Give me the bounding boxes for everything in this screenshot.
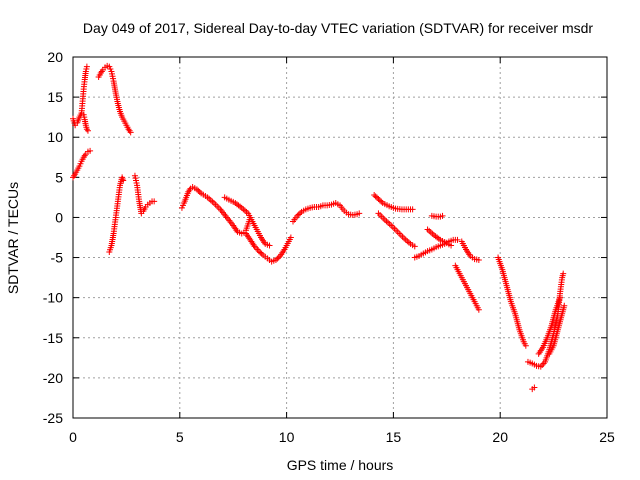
data-series-arc-P bbox=[452, 262, 482, 313]
data-series-arc-Q bbox=[458, 238, 482, 263]
data-series-arc-H bbox=[221, 194, 273, 249]
y-axis-label: SDTVAR / TECUs bbox=[5, 182, 21, 294]
x-axis-label: GPS time / hours bbox=[287, 457, 394, 473]
data-series-arc-F bbox=[131, 172, 158, 217]
data-point bbox=[255, 248, 262, 255]
y-tick-label: -25 bbox=[43, 410, 63, 426]
x-tick-label: 25 bbox=[599, 429, 615, 445]
data-point bbox=[448, 242, 455, 249]
data-series-arc-E bbox=[106, 174, 127, 255]
data-point bbox=[375, 195, 382, 202]
data-point bbox=[294, 212, 301, 219]
data-point bbox=[297, 210, 304, 217]
data-point bbox=[376, 197, 383, 204]
data-point bbox=[195, 187, 202, 194]
data-point bbox=[560, 270, 567, 277]
data-point bbox=[274, 255, 281, 262]
data-series-arc-I bbox=[243, 230, 294, 265]
grid-layer bbox=[73, 57, 607, 418]
y-tick-label: -5 bbox=[51, 250, 64, 266]
ticks-layer: 0 5 10 15 20 25 -25 -20 -15 -10 -5 0 5 10 15 20 bbox=[43, 49, 615, 445]
y-tick-label: 15 bbox=[47, 89, 63, 105]
data-series-arc-L bbox=[375, 210, 418, 250]
data-point bbox=[561, 302, 568, 309]
data-series-arc-O bbox=[428, 212, 446, 220]
x-tick-label: 20 bbox=[492, 429, 508, 445]
data-point bbox=[272, 256, 279, 263]
data-point bbox=[287, 234, 294, 241]
data-point bbox=[409, 206, 416, 213]
data-point bbox=[475, 256, 482, 263]
x-tick-label: 15 bbox=[386, 429, 402, 445]
data-point bbox=[84, 127, 91, 134]
data-series-arc-K bbox=[371, 191, 416, 213]
data-point bbox=[196, 189, 203, 196]
data-point bbox=[531, 384, 538, 391]
plot-frame bbox=[72, 56, 608, 419]
y-tick-label: -15 bbox=[43, 330, 63, 346]
data-point bbox=[257, 249, 264, 256]
x-tick-label: 5 bbox=[176, 429, 184, 445]
data-series-arc-T bbox=[535, 294, 564, 357]
data-points bbox=[70, 62, 568, 393]
y-tick-label: 10 bbox=[47, 129, 63, 145]
x-tick-label: 10 bbox=[279, 429, 295, 445]
data-series-arc-D bbox=[95, 62, 134, 136]
data-series-arc-J bbox=[290, 200, 363, 225]
data-point bbox=[557, 294, 564, 301]
data-point bbox=[127, 129, 134, 136]
data-point bbox=[120, 177, 127, 184]
data-point bbox=[193, 186, 200, 193]
data-point bbox=[439, 212, 446, 219]
y-tick-label: -10 bbox=[43, 290, 63, 306]
data-point bbox=[475, 306, 482, 313]
data-series-arc-V bbox=[529, 384, 538, 393]
data-point bbox=[356, 210, 363, 217]
data-series-arc-G bbox=[178, 183, 254, 237]
data-series-arc-N bbox=[424, 226, 455, 249]
data-point bbox=[372, 193, 379, 200]
data-point bbox=[87, 147, 94, 154]
y-tick-label: 0 bbox=[55, 209, 63, 225]
data-point bbox=[454, 236, 461, 243]
data-point bbox=[411, 243, 418, 250]
data-point bbox=[522, 342, 529, 349]
x-tick-label: 0 bbox=[69, 429, 77, 445]
y-tick-label: 20 bbox=[47, 49, 63, 65]
data-series-arc-S bbox=[524, 270, 567, 370]
data-point bbox=[371, 191, 378, 198]
data-series-arc-B bbox=[70, 147, 94, 181]
y-tick-label: -20 bbox=[43, 370, 63, 386]
data-point bbox=[151, 198, 158, 205]
data-point bbox=[378, 198, 385, 205]
data-point bbox=[83, 63, 90, 70]
data-point bbox=[374, 194, 381, 201]
chart-title: Day 049 of 2017, Sidereal Day-to-day VTE… bbox=[83, 20, 593, 36]
y-tick-label: 5 bbox=[55, 169, 63, 185]
data-point bbox=[258, 250, 265, 257]
data-series-arc-C bbox=[78, 63, 90, 117]
data-series-arc-M bbox=[411, 236, 461, 261]
data-point bbox=[295, 211, 302, 218]
data-series-arc-U bbox=[546, 302, 568, 357]
data-series-arc-R bbox=[495, 254, 529, 349]
data-point bbox=[266, 242, 273, 249]
